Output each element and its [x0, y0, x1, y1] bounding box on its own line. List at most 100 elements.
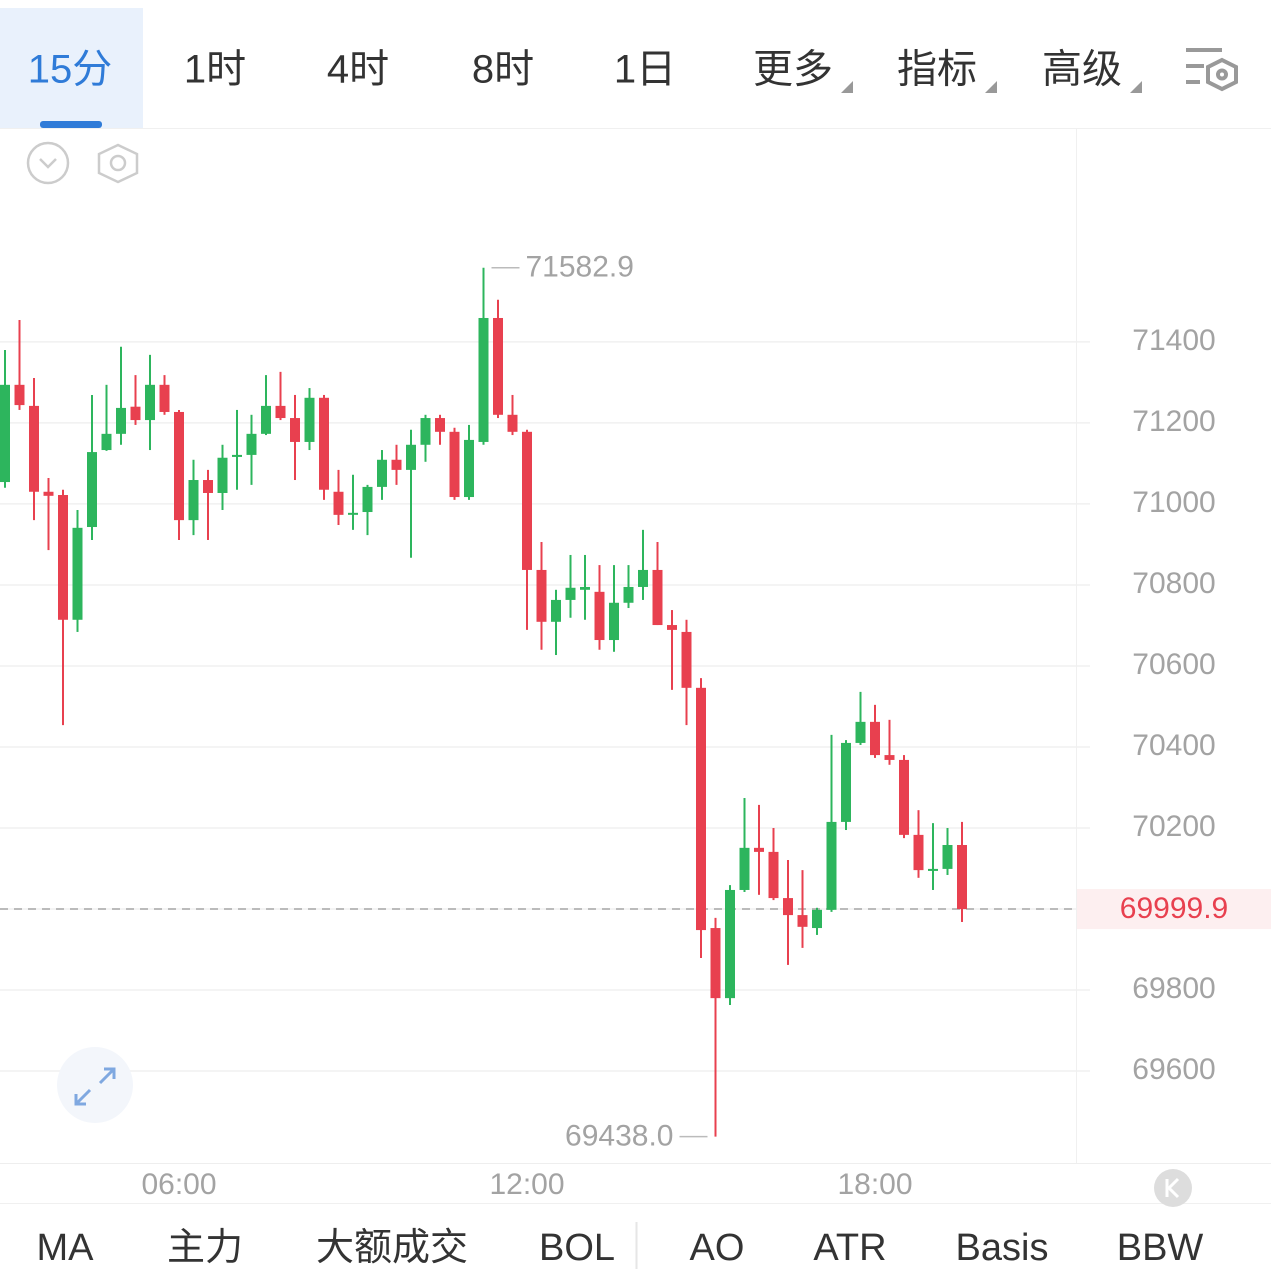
expand-button[interactable]: [57, 1047, 133, 1123]
indicator-tab[interactable]: BBW: [1117, 1227, 1204, 1269]
candle-body: [812, 909, 822, 929]
settings-hex-icon[interactable]: [97, 143, 139, 184]
candle: [362, 484, 373, 536]
candle: [377, 450, 387, 500]
candle-body: [362, 486, 373, 513]
indicator-tab[interactable]: AO: [690, 1227, 745, 1269]
indicator-tab[interactable]: BOL: [539, 1227, 615, 1269]
candle-body: [14, 384, 25, 406]
candle: [855, 691, 866, 745]
candle-body: [232, 454, 242, 457]
candle: [232, 409, 242, 490]
indicator-tab[interactable]: 主力: [167, 1227, 243, 1269]
indicator-tab[interactable]: Basis: [956, 1227, 1049, 1269]
candle: [725, 885, 735, 1006]
tab[interactable]: 8时: [472, 48, 534, 92]
indicator-tab[interactable]: 大额成交: [316, 1227, 468, 1269]
candle-body: [580, 586, 590, 590]
candle-body: [217, 457, 228, 493]
candle-body: [72, 527, 83, 620]
collapse-icon[interactable]: [26, 141, 70, 185]
candle: [754, 804, 764, 895]
candle-body: [855, 721, 866, 743]
indicator-tab[interactable]: MA: [37, 1227, 95, 1269]
candle: [333, 469, 344, 525]
candle: [899, 755, 909, 839]
tab[interactable]: 指标: [897, 48, 977, 92]
candle: [478, 267, 489, 445]
candle-body: [116, 407, 126, 434]
candle: [710, 917, 721, 1137]
arrow-shaft: [74, 1088, 92, 1106]
candle-body: [841, 742, 851, 822]
settings-icon[interactable]: [1186, 48, 1238, 92]
candle: [319, 394, 329, 500]
tab[interactable]: 更多: [753, 48, 833, 92]
candle-body: [174, 411, 184, 521]
icon-hex: [97, 143, 139, 184]
tab[interactable]: 高级: [1042, 48, 1122, 92]
badge-mark: [1165, 1177, 1180, 1199]
candle-body: [783, 898, 793, 916]
candle-body: [507, 414, 518, 432]
dropdown-caret: [1130, 81, 1142, 93]
y-tick-label: 71200: [1132, 405, 1215, 438]
candle-body: [145, 384, 155, 421]
logo-badge: [1154, 1169, 1192, 1207]
candle: [72, 509, 83, 632]
candle-body: [681, 631, 692, 688]
candle: [797, 870, 808, 948]
candle: [551, 589, 561, 656]
y-tick-label: 69600: [1132, 1053, 1215, 1086]
candle: [841, 740, 851, 831]
candle: [493, 299, 503, 419]
candle-body: [696, 687, 706, 931]
candle: [304, 388, 315, 451]
candle-body: [623, 586, 634, 603]
candle-body: [913, 834, 924, 871]
candle-body: [58, 495, 68, 620]
candle: [812, 907, 822, 935]
candle-body: [899, 759, 909, 835]
candle: [681, 619, 692, 726]
candle-body: [333, 491, 344, 515]
candle-body: [464, 439, 474, 498]
candle-body: [319, 397, 329, 490]
tab[interactable]: 15分: [28, 48, 113, 92]
candle: [203, 469, 213, 540]
candle: [565, 554, 576, 618]
candle: [783, 859, 793, 965]
tab[interactable]: 1时: [184, 48, 246, 92]
candle: [623, 565, 634, 609]
candle-body: [652, 569, 663, 626]
candle-body: [478, 317, 489, 442]
dropdown-caret: [841, 81, 853, 93]
candle-body: [391, 459, 402, 470]
candle: [14, 320, 25, 410]
candle-body: [928, 868, 938, 871]
candle-body: [435, 418, 445, 432]
candle-body: [942, 845, 953, 869]
candle-body: [261, 405, 271, 434]
candle: [536, 542, 547, 650]
y-tick-label: 70600: [1132, 648, 1215, 681]
candle: [739, 798, 750, 892]
candle: [29, 377, 39, 521]
tab[interactable]: 4时: [327, 48, 389, 92]
tab[interactable]: 1日: [614, 48, 676, 92]
candle-body: [522, 431, 532, 570]
candle-body: [884, 755, 895, 760]
candle: [116, 346, 126, 445]
icon-circle: [26, 141, 70, 185]
last-price-label: 69999.9: [1120, 892, 1228, 925]
candle: [348, 474, 358, 530]
candle: [58, 489, 68, 726]
dropdown-caret: [985, 81, 997, 93]
indicator-tab[interactable]: ATR: [813, 1227, 886, 1269]
candle-body: [754, 847, 764, 852]
candle-body: [638, 569, 648, 587]
candle: [652, 542, 663, 626]
candle-body: [449, 431, 460, 498]
